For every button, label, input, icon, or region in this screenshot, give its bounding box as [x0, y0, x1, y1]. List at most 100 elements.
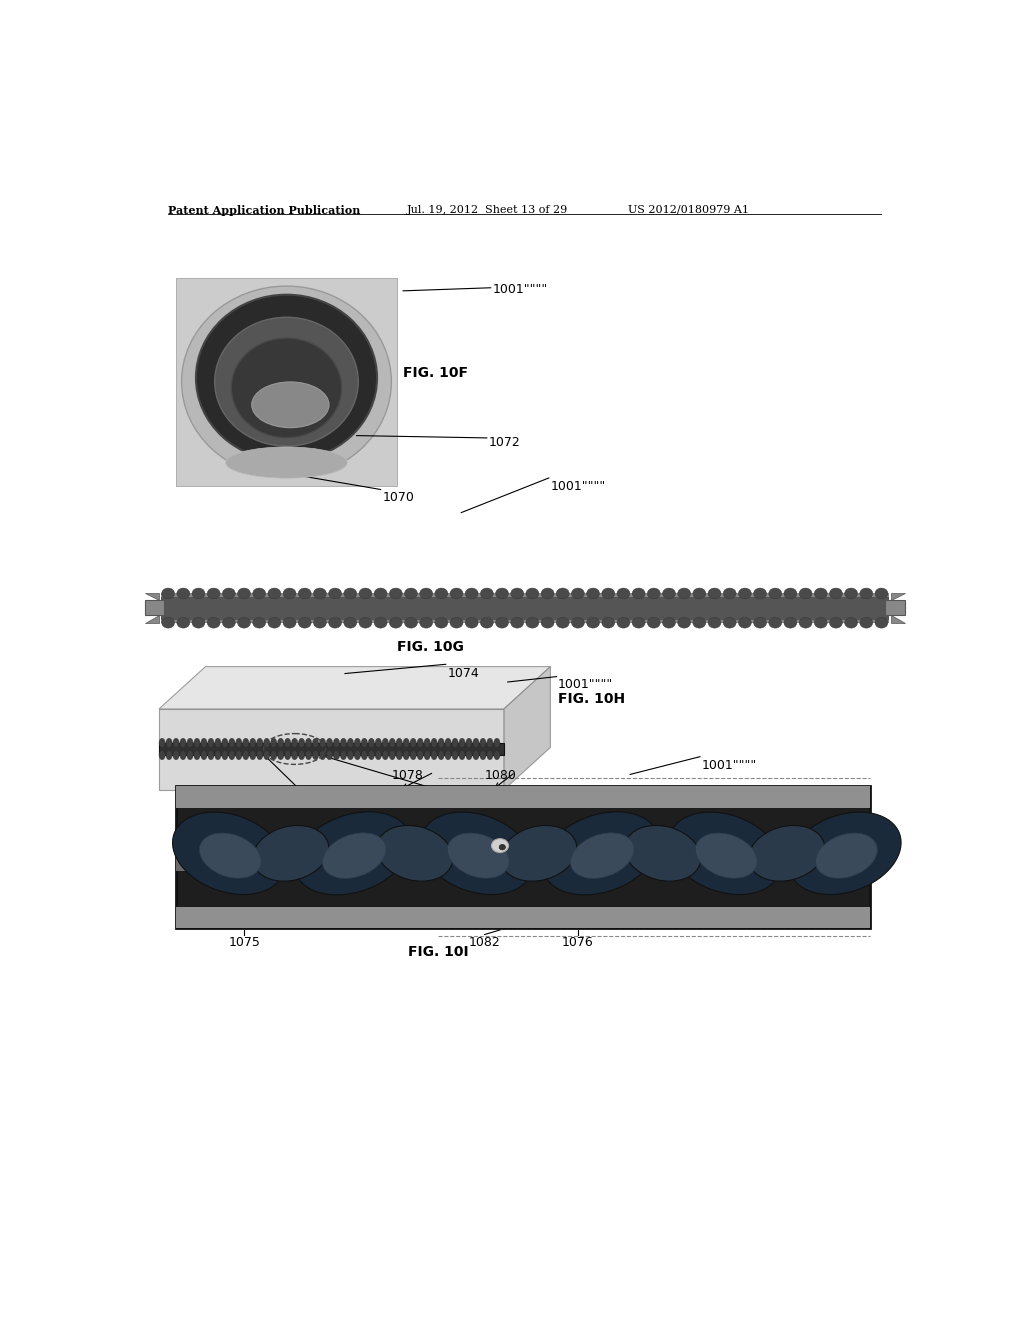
Ellipse shape [250, 751, 256, 760]
Ellipse shape [162, 618, 174, 628]
Ellipse shape [327, 751, 333, 760]
Ellipse shape [159, 751, 165, 760]
Ellipse shape [344, 618, 356, 628]
Ellipse shape [556, 589, 569, 599]
Ellipse shape [447, 833, 509, 878]
Text: 1080: 1080 [484, 770, 516, 781]
Ellipse shape [396, 738, 402, 747]
Text: 1001"""": 1001"""" [558, 678, 613, 692]
Ellipse shape [723, 589, 736, 599]
Ellipse shape [466, 751, 472, 760]
Ellipse shape [278, 738, 284, 747]
Ellipse shape [382, 751, 388, 760]
Ellipse shape [270, 738, 276, 747]
Ellipse shape [876, 618, 888, 628]
Ellipse shape [166, 751, 172, 760]
Ellipse shape [193, 589, 205, 599]
Ellipse shape [268, 618, 281, 628]
Ellipse shape [556, 618, 569, 628]
Ellipse shape [617, 618, 630, 628]
Bar [176, 843, 870, 871]
Ellipse shape [193, 618, 205, 628]
Ellipse shape [473, 738, 479, 747]
Bar [159, 709, 504, 789]
Ellipse shape [459, 738, 465, 747]
Ellipse shape [876, 589, 888, 599]
Ellipse shape [669, 812, 781, 895]
Ellipse shape [403, 738, 410, 747]
Ellipse shape [228, 751, 234, 760]
Ellipse shape [243, 751, 249, 760]
Ellipse shape [435, 589, 447, 599]
Ellipse shape [738, 618, 752, 628]
Ellipse shape [236, 738, 242, 747]
Ellipse shape [361, 738, 368, 747]
Ellipse shape [299, 751, 305, 760]
Ellipse shape [496, 589, 509, 599]
Ellipse shape [571, 618, 585, 628]
Ellipse shape [424, 738, 430, 747]
Ellipse shape [693, 618, 706, 628]
Ellipse shape [541, 618, 554, 628]
Ellipse shape [180, 751, 186, 760]
Ellipse shape [252, 381, 329, 428]
Ellipse shape [647, 618, 660, 628]
Ellipse shape [420, 618, 432, 628]
Ellipse shape [305, 738, 311, 747]
Ellipse shape [359, 589, 372, 599]
Ellipse shape [222, 738, 228, 747]
Ellipse shape [329, 618, 342, 628]
Ellipse shape [374, 618, 387, 628]
Ellipse shape [459, 751, 465, 760]
Bar [176, 277, 397, 486]
Text: 1072: 1072 [488, 436, 520, 449]
Ellipse shape [268, 589, 281, 599]
Ellipse shape [814, 589, 827, 599]
Ellipse shape [451, 618, 463, 628]
Text: FIG. 10G: FIG. 10G [397, 640, 464, 655]
Ellipse shape [695, 833, 757, 878]
Ellipse shape [389, 738, 395, 747]
Ellipse shape [298, 618, 311, 628]
Ellipse shape [208, 751, 214, 760]
Ellipse shape [263, 738, 270, 747]
Ellipse shape [404, 618, 418, 628]
Ellipse shape [829, 589, 843, 599]
Ellipse shape [312, 738, 318, 747]
Ellipse shape [200, 833, 261, 878]
Text: 1074: 1074 [447, 667, 479, 680]
Ellipse shape [327, 738, 333, 747]
Ellipse shape [347, 738, 353, 747]
Ellipse shape [196, 294, 377, 461]
Ellipse shape [238, 618, 251, 628]
Ellipse shape [663, 589, 676, 599]
Ellipse shape [445, 751, 452, 760]
Ellipse shape [319, 738, 326, 747]
Ellipse shape [283, 618, 296, 628]
Ellipse shape [526, 618, 539, 628]
Bar [885, 601, 904, 615]
Ellipse shape [323, 833, 386, 879]
Ellipse shape [298, 589, 311, 599]
Ellipse shape [486, 751, 493, 760]
Ellipse shape [194, 738, 200, 747]
Ellipse shape [587, 589, 599, 599]
Ellipse shape [389, 589, 402, 599]
Ellipse shape [299, 738, 305, 747]
Ellipse shape [166, 738, 172, 747]
Ellipse shape [784, 618, 797, 628]
Ellipse shape [207, 589, 220, 599]
Ellipse shape [480, 751, 486, 760]
Ellipse shape [647, 589, 660, 599]
Ellipse shape [678, 589, 690, 599]
Text: FIG. 10I: FIG. 10I [408, 945, 468, 960]
Ellipse shape [769, 589, 781, 599]
Ellipse shape [693, 589, 706, 599]
Ellipse shape [225, 447, 347, 478]
Ellipse shape [445, 738, 452, 747]
Bar [176, 785, 870, 928]
Ellipse shape [334, 751, 340, 760]
Ellipse shape [194, 751, 200, 760]
Ellipse shape [845, 589, 857, 599]
Ellipse shape [438, 751, 444, 760]
